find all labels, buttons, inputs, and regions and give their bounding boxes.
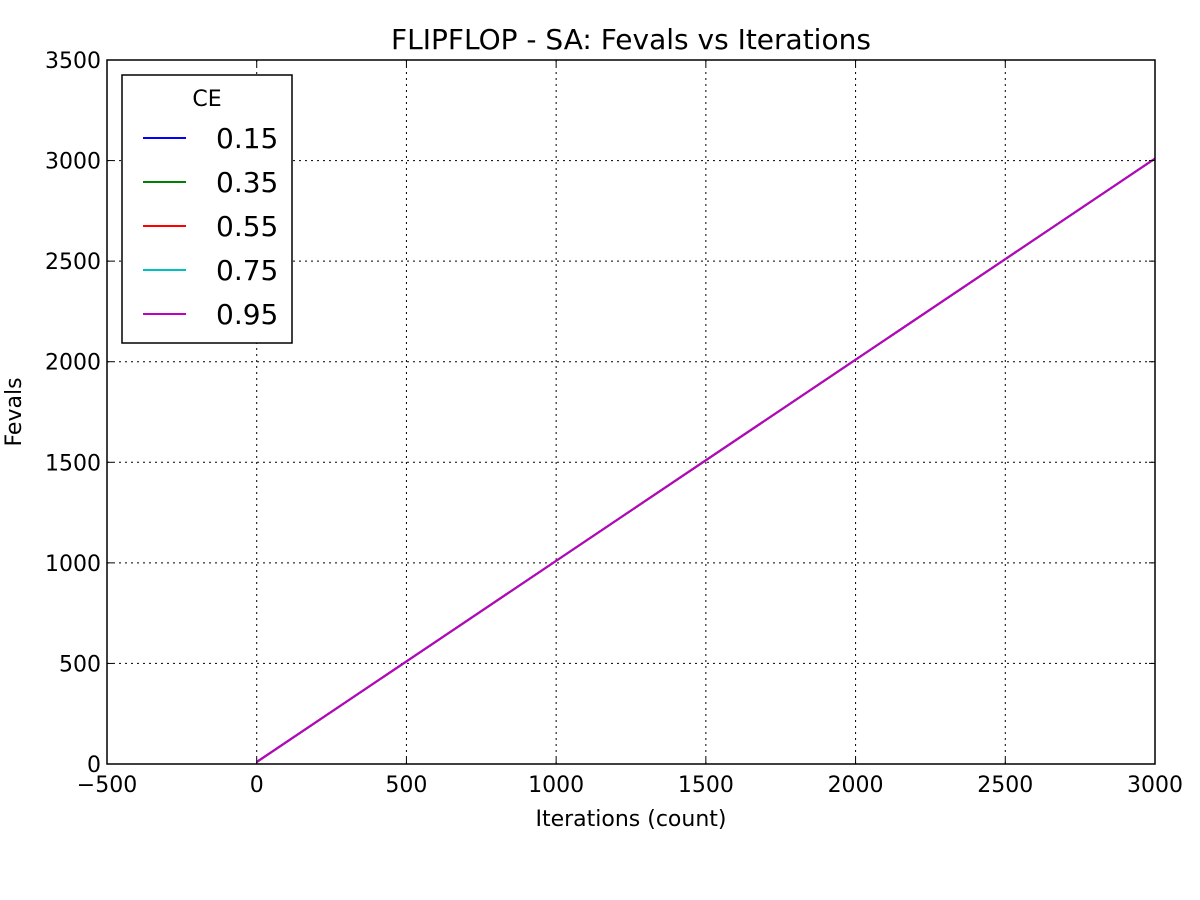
legend-label: 0.95 <box>216 298 278 331</box>
legend-label: 0.75 <box>216 254 278 287</box>
legend-box <box>121 74 293 344</box>
series-lines <box>256 157 1156 763</box>
y-tick-label: 2500 <box>45 250 101 275</box>
x-tick-label: 1500 <box>678 773 734 798</box>
y-tick-label: 3500 <box>45 49 101 74</box>
y-tick-label: 1000 <box>45 552 101 577</box>
x-tick-label: 500 <box>385 773 427 798</box>
y-tick-label: 2000 <box>45 351 101 376</box>
y-tick-label: 500 <box>59 652 101 677</box>
legend-label: 0.15 <box>216 122 278 155</box>
legend-label: 0.55 <box>216 210 278 243</box>
legend-items: 0.15 0.35 0.55 0.75 0.95 <box>143 122 278 331</box>
x-tick-label: 0 <box>250 773 264 798</box>
x-tick-label: 1000 <box>528 773 584 798</box>
y-tick-label: 0 <box>87 753 101 778</box>
y-tick-label: 1500 <box>45 451 101 476</box>
legend-label: 0.35 <box>216 166 278 199</box>
y-axis-label: Fevals <box>2 377 27 446</box>
legend-title: CE <box>192 87 221 112</box>
x-axis-label: Iterations (count) <box>535 807 726 832</box>
series-line-0.95 <box>256 157 1156 763</box>
x-tick-label: 2500 <box>977 773 1033 798</box>
x-tick-label: −500 <box>77 773 137 798</box>
plot-frame <box>106 59 1156 765</box>
chart-title: FLIPFLOP - SA: Fevals vs Iterations <box>391 23 871 56</box>
legend: CE 0.15 0.35 0.55 0.75 0.95 <box>121 74 293 344</box>
x-tick-label: 2000 <box>828 773 884 798</box>
axis-ticks: −500 0 500 1000 1500 2000 2500 3000050010001500… <box>45 49 1183 798</box>
x-tick-label: 3000 <box>1127 773 1183 798</box>
y-tick-label: 3000 <box>45 150 101 175</box>
